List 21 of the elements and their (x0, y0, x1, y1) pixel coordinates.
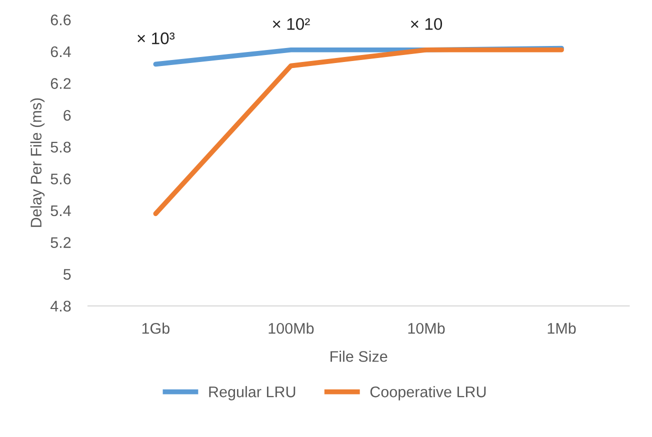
y-tick-label: 6.2 (50, 78, 71, 89)
x-tick-label: 1Gb (142, 322, 170, 334)
annotation: × 10³ (138, 32, 175, 44)
legend-label: Regular LRU (209, 386, 296, 400)
legend-label: Cooperative LRU (370, 386, 486, 400)
y-tick-label: 6.4 (50, 46, 71, 58)
y-tick-label: 5.6 (50, 174, 71, 184)
y-tick-label: 5.2 (50, 237, 71, 248)
y-tick-label: 4.8 (50, 300, 71, 312)
y-tick-label: 6 (64, 110, 71, 121)
y-tick-label: 5 (63, 269, 71, 280)
x-tick-label: 100Mb (268, 322, 314, 334)
y-tick-label: 6.6 (50, 14, 71, 26)
x-axis-title: File Size (330, 350, 388, 362)
y-axis-title: Delay Per File (ms) (30, 98, 45, 227)
y-tick-label: 5.8 (50, 142, 71, 153)
x-tick-label: 1Mb (548, 322, 576, 334)
annotation: × 10 (410, 18, 442, 30)
y-tick-label: 5.4 (50, 206, 71, 216)
x-tick-label: 10Mb (408, 322, 445, 334)
annotation: × 10² (272, 18, 310, 30)
